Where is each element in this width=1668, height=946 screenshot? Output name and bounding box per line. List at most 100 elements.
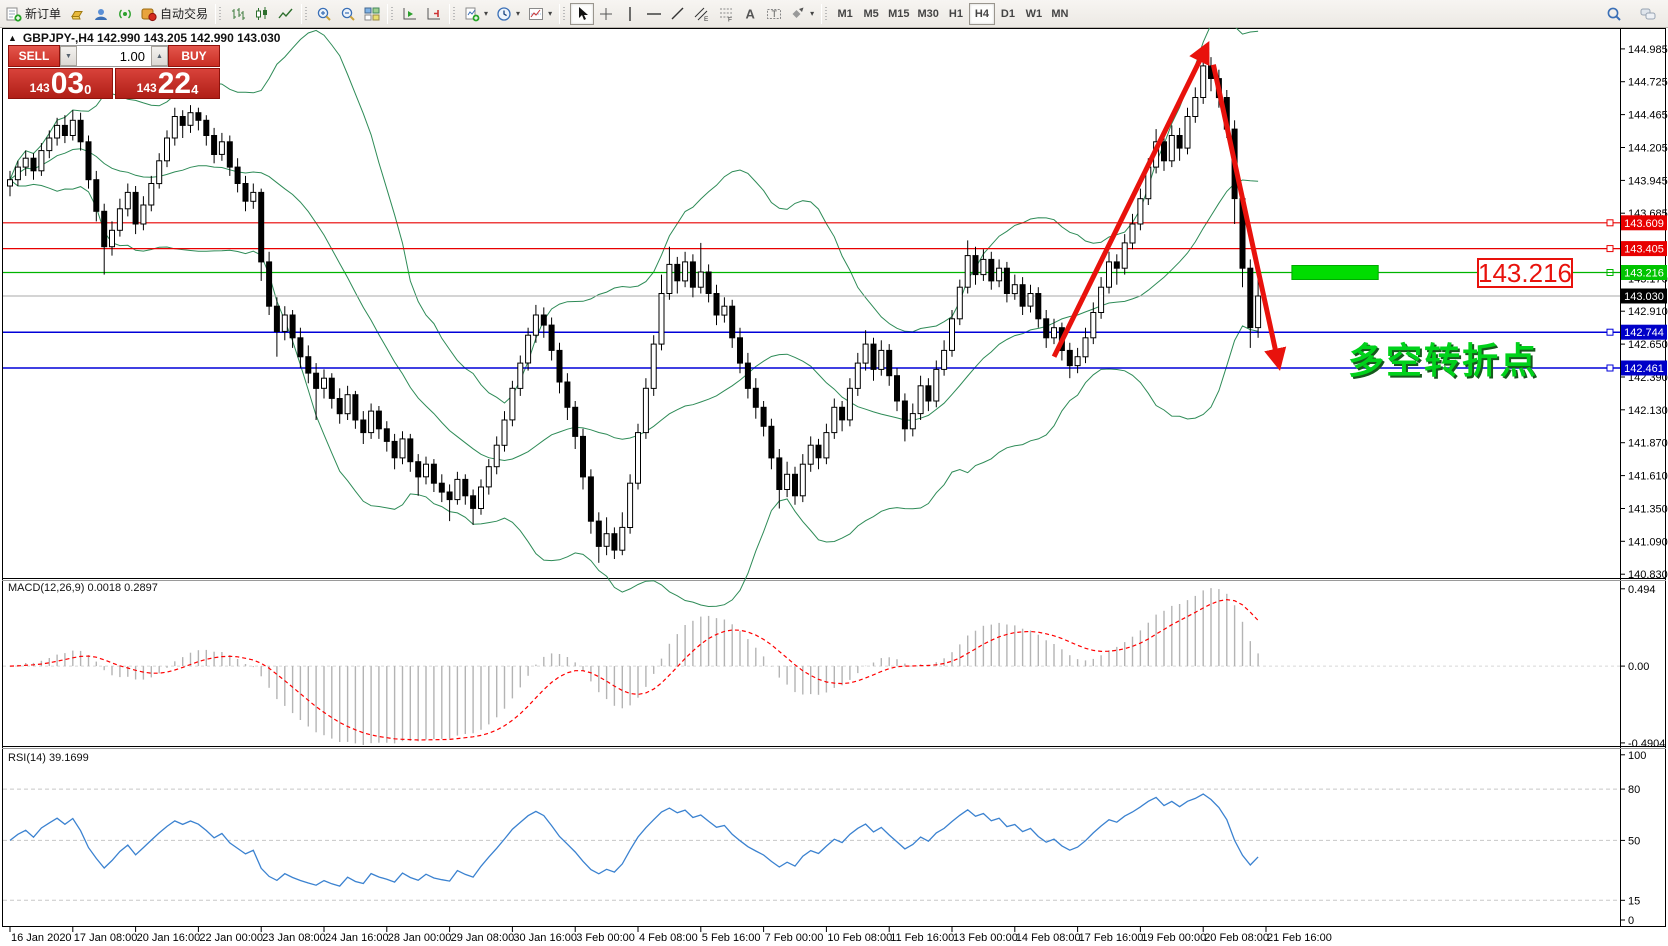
templates-button[interactable]: ▾ bbox=[524, 3, 556, 25]
zoom-in-button[interactable] bbox=[312, 3, 336, 25]
buy-button[interactable]: BUY bbox=[168, 45, 220, 67]
chart-shift-button[interactable] bbox=[422, 3, 446, 25]
timeframe-m30-button[interactable]: M30 bbox=[914, 3, 943, 25]
new-order-button[interactable]: 新订单 bbox=[2, 3, 65, 25]
toolbar-group bbox=[396, 0, 448, 27]
time-axis[interactable]: 16 Jan 2020 17 Jan 08:00 20 Jan 16:00 22 Ja… bbox=[9, 927, 1332, 944]
tline-icon bbox=[671, 7, 684, 19]
horizontal-line-tool-button[interactable] bbox=[642, 3, 666, 25]
svg-text:5 Feb 16:00: 5 Feb 16:00 bbox=[702, 932, 761, 944]
svg-text:14 Feb 08:00: 14 Feb 08:00 bbox=[1016, 932, 1081, 944]
zoom-out-icon bbox=[341, 7, 355, 21]
volume-input[interactable] bbox=[77, 46, 151, 66]
autoscroll-icon bbox=[403, 7, 417, 19]
svg-text:50: 50 bbox=[1628, 835, 1640, 847]
timeframe-d1-button[interactable]: D1 bbox=[995, 3, 1021, 25]
textA-icon: A bbox=[746, 6, 756, 21]
svg-text:29 Jan 08:00: 29 Jan 08:00 bbox=[451, 932, 515, 944]
toolbar-button-label: 新订单 bbox=[25, 7, 62, 21]
timeframe-w1-button[interactable]: W1 bbox=[1021, 3, 1047, 25]
toolbar-separator bbox=[215, 3, 224, 24]
sell-price-display[interactable]: 143 03 0 bbox=[8, 68, 113, 99]
svg-text:17 Jan 08:00: 17 Jan 08:00 bbox=[74, 932, 138, 944]
svg-text:4 Feb 08:00: 4 Feb 08:00 bbox=[639, 932, 698, 944]
bollinger-bands bbox=[9, 15, 1259, 608]
shapes-icon bbox=[792, 7, 804, 18]
price-axis[interactable]: 144.985 144.725 144.465 144.205 143.945 143.6… bbox=[1620, 44, 1668, 927]
label-icon: T bbox=[767, 8, 782, 19]
svg-text:141.350: 141.350 bbox=[1628, 504, 1668, 516]
svg-text:10 Feb 08:00: 10 Feb 08:00 bbox=[827, 932, 892, 944]
market-button[interactable] bbox=[89, 3, 113, 25]
shift-icon bbox=[427, 7, 441, 19]
periods-button[interactable]: ▾ bbox=[492, 3, 524, 25]
timeframe-mn-button[interactable]: MN bbox=[1047, 3, 1073, 25]
toolbar-separator bbox=[449, 3, 458, 24]
chat-button[interactable] bbox=[1636, 3, 1660, 25]
bar-chart-mode-button[interactable] bbox=[226, 3, 250, 25]
svg-text:30 Jan 16:00: 30 Jan 16:00 bbox=[513, 932, 577, 944]
channel-icon: E bbox=[694, 7, 709, 22]
timeframe-m15-button[interactable]: M15 bbox=[884, 3, 913, 25]
text-tool-button[interactable]: A bbox=[738, 3, 762, 25]
buy-price-display[interactable]: 143 22 4 bbox=[115, 68, 220, 99]
clock-icon bbox=[497, 6, 511, 21]
svg-text:-0.4904: -0.4904 bbox=[1628, 738, 1665, 750]
toolbar-right-icons bbox=[1602, 3, 1668, 25]
template-icon bbox=[529, 7, 544, 20]
sell-button[interactable]: SELL bbox=[8, 45, 60, 67]
svg-text:23 Jan 08:00: 23 Jan 08:00 bbox=[262, 932, 326, 944]
svg-text:A: A bbox=[746, 6, 756, 21]
svg-text:13 Feb 00:00: 13 Feb 00:00 bbox=[953, 932, 1018, 944]
svg-text:143.945: 143.945 bbox=[1628, 175, 1668, 187]
hline-icon bbox=[647, 12, 662, 15]
zoom-out-button[interactable] bbox=[336, 3, 360, 25]
new-chart-button[interactable]: ▾ bbox=[460, 3, 492, 25]
macd-indicator-label: MACD(12,26,9) 0.0018 0.2897 bbox=[8, 582, 158, 594]
line-chart-mode-button[interactable] bbox=[274, 3, 298, 25]
gold-icon bbox=[71, 10, 83, 19]
svg-text:T: T bbox=[772, 9, 778, 19]
toolbar-group: E F A T ▾ bbox=[568, 0, 820, 27]
price-callout-label[interactable]: 143.216 bbox=[1477, 257, 1573, 288]
toolbar-group: 新订单 自动交易 bbox=[0, 0, 214, 27]
svg-text:141.090: 141.090 bbox=[1628, 536, 1668, 548]
arrows-tool-button[interactable]: ▾ bbox=[786, 3, 818, 25]
fibonacci-tool-button[interactable]: F bbox=[714, 3, 738, 25]
toolbar-group bbox=[224, 0, 300, 27]
signals-button[interactable] bbox=[113, 3, 137, 25]
text-label-tool-button[interactable]: T bbox=[762, 3, 786, 25]
bars-icon bbox=[232, 7, 246, 20]
main-toolbar: 新订单 自动交易 ▾ ▾ ▾ E F A T ▾ M1 M5 M15 M30 H1 H4 D1 W1 MN bbox=[0, 0, 1668, 28]
toolbar-group: ▾ ▾ ▾ bbox=[458, 0, 558, 27]
collapse-trade-panel-icon[interactable]: ▲ bbox=[8, 33, 17, 43]
timeframe-m5-button[interactable]: M5 bbox=[858, 3, 884, 25]
cursor-tool-button[interactable] bbox=[570, 2, 595, 25]
volume-increase-button[interactable]: ▲ bbox=[151, 46, 168, 66]
zoom-in-icon bbox=[317, 7, 331, 21]
svg-text:3 Feb 00:00: 3 Feb 00:00 bbox=[576, 932, 635, 944]
svg-text:142.130: 142.130 bbox=[1628, 405, 1668, 417]
timeframe-h1-button[interactable]: H1 bbox=[943, 3, 969, 25]
trend-arrows[interactable] bbox=[1051, 40, 1287, 371]
toolbar-separator bbox=[301, 3, 310, 24]
search-button[interactable] bbox=[1602, 3, 1626, 25]
highlight-zone-rect[interactable] bbox=[1291, 265, 1379, 280]
svg-text:20 Feb 08:00: 20 Feb 08:00 bbox=[1204, 932, 1269, 944]
candlestick-mode-button[interactable] bbox=[250, 3, 274, 25]
tile-windows-button[interactable] bbox=[360, 3, 384, 25]
signals-icon bbox=[119, 8, 131, 19]
timeframe-h4-button[interactable]: H4 bbox=[968, 2, 995, 25]
svg-text:144.465: 144.465 bbox=[1628, 110, 1668, 122]
metaquotes-button[interactable] bbox=[65, 3, 89, 25]
auto-trading-button[interactable]: 自动交易 bbox=[137, 3, 212, 25]
channel-tool-button[interactable]: E bbox=[690, 3, 714, 25]
svg-text:143.609: 143.609 bbox=[1624, 218, 1664, 230]
timeframe-m1-button[interactable]: M1 bbox=[832, 3, 858, 25]
crosshair-tool-button[interactable] bbox=[594, 3, 618, 25]
volume-decrease-button[interactable]: ▼ bbox=[60, 46, 77, 66]
vertical-line-tool-button[interactable] bbox=[618, 3, 642, 25]
auto-scroll-button[interactable] bbox=[398, 3, 422, 25]
trendline-tool-button[interactable] bbox=[666, 3, 690, 25]
